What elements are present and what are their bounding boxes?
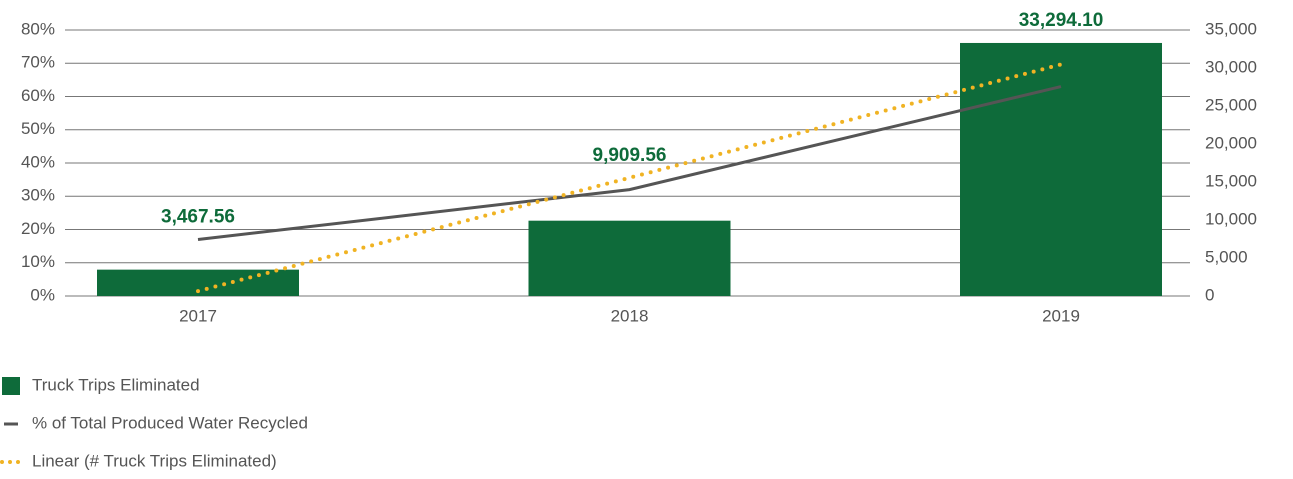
- y2-tick-label: 10,000: [1205, 209, 1257, 228]
- data-label: 33,294.10: [1019, 10, 1104, 31]
- y-tick-label: 20%: [21, 219, 55, 238]
- x-tick-label: 2019: [1042, 306, 1080, 325]
- y2-tick-label: 15,000: [1205, 171, 1257, 190]
- x-tick-label: 2018: [611, 306, 649, 325]
- y2-tick-label: 35,000: [1205, 19, 1257, 38]
- legend-label: % of Total Produced Water Recycled: [32, 413, 308, 432]
- y-tick-label: 60%: [21, 86, 55, 105]
- bar: [528, 220, 731, 296]
- bar: [960, 42, 1162, 296]
- y-tick-label: 50%: [21, 119, 55, 138]
- y2-tick-label: 25,000: [1205, 95, 1257, 114]
- legend-label: Truck Trips Eliminated: [32, 375, 200, 394]
- data-label: 3,467.56: [161, 206, 235, 227]
- legend-label: Linear (# Truck Trips Eliminated): [32, 451, 277, 470]
- y-tick-label: 80%: [21, 19, 55, 38]
- legend-swatch: [2, 377, 20, 395]
- y-tick-label: 30%: [21, 186, 55, 205]
- y2-tick-label: 0: [1205, 285, 1214, 304]
- y-tick-label: 10%: [21, 252, 55, 271]
- y2-tick-label: 5,000: [1205, 247, 1248, 266]
- y2-tick-label: 20,000: [1205, 133, 1257, 152]
- y-tick-label: 40%: [21, 152, 55, 171]
- line: [197, 85, 1062, 241]
- x-tick-label: 2017: [179, 306, 217, 325]
- y2-tick-label: 30,000: [1205, 57, 1257, 76]
- data-label: 9,909.56: [593, 145, 667, 166]
- y-tick-label: 0%: [30, 285, 55, 304]
- y-tick-label: 70%: [21, 53, 55, 72]
